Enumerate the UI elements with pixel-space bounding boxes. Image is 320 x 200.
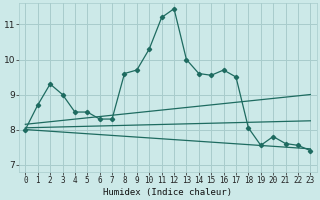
X-axis label: Humidex (Indice chaleur): Humidex (Indice chaleur) — [103, 188, 232, 197]
